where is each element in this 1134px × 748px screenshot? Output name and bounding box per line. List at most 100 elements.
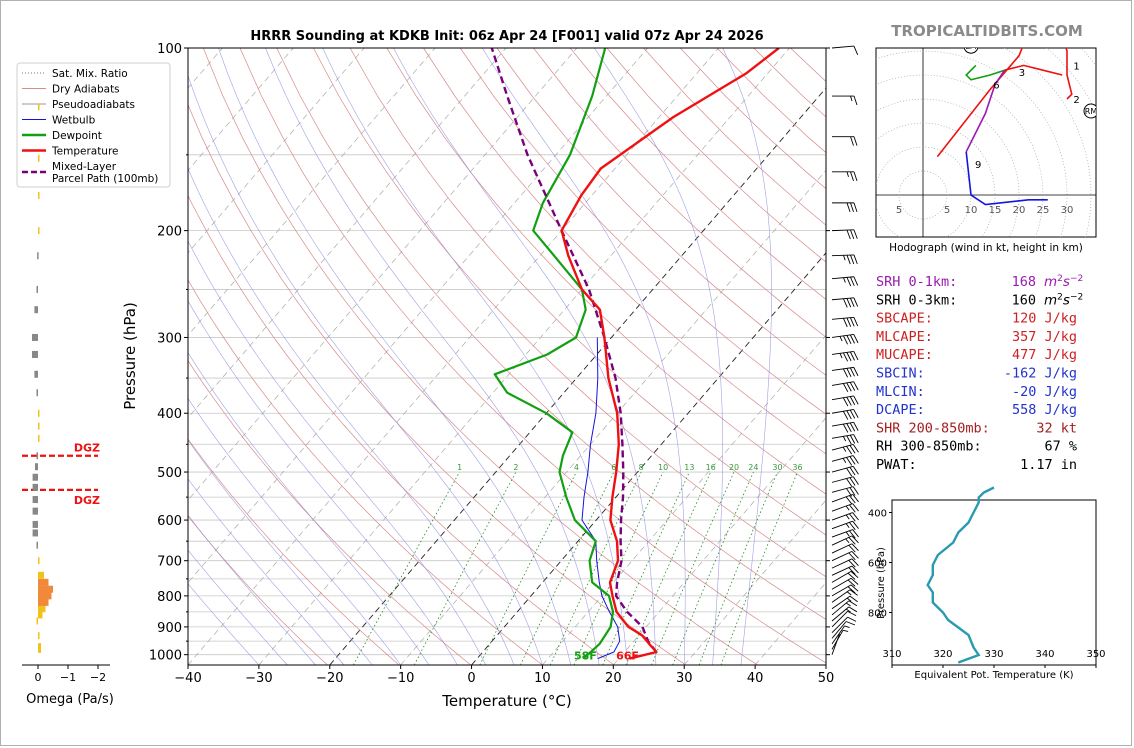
index-row: SBCIN: -162 J/kg — [876, 366, 1077, 382]
theta-e-panel: 310 320 330 340 350 400 600 800 Equivalent Pot. … — [868, 486, 1106, 681]
wind-barb — [832, 95, 858, 106]
mixing-ratio-line — [698, 471, 778, 665]
omega-bar — [38, 103, 40, 111]
omega-bar — [38, 434, 40, 442]
x-tick-label: 40 — [747, 671, 764, 686]
theta-e-x-tick-label: 310 — [882, 649, 901, 660]
omega-bar — [32, 529, 38, 537]
legend-label: Mixed-Layer — [52, 161, 117, 173]
pseudoadiabat — [722, 48, 772, 665]
hodograph-ring-label: 5 — [944, 205, 950, 216]
dry-adiabat — [188, 194, 615, 665]
hodograph-height-label: 3 — [1019, 68, 1025, 79]
wind-barb — [831, 621, 856, 639]
hodograph-segment — [965, 151, 1048, 206]
wind-barb — [831, 503, 859, 513]
dry-adiabat — [423, 48, 826, 455]
y-tick-label: 300 — [157, 331, 182, 346]
dry-adiabat — [188, 515, 328, 665]
index-row: MLCIN: -20 J/kg — [876, 384, 1077, 400]
wind-barb — [831, 610, 857, 628]
hodograph-ring — [1003, 48, 1092, 237]
omega-bar — [36, 541, 38, 549]
hodograph-height-label: 6 — [993, 81, 999, 92]
theta-e-x-tick-label: 320 — [933, 649, 952, 660]
wind-barb — [831, 229, 858, 240]
wind-barb — [831, 584, 859, 597]
hodograph-height-label: 1 — [1073, 61, 1079, 72]
isotherm — [329, 87, 826, 665]
pseudoadiabat — [188, 439, 373, 665]
wind-barb — [832, 136, 858, 146]
theta-e-y-label: Pressure (hPa) — [876, 547, 887, 619]
wind-barb — [831, 589, 858, 603]
mixing-ratio-label: 6 — [611, 463, 616, 472]
x-tick-label: 10 — [534, 671, 551, 686]
wind-barb — [831, 395, 859, 407]
wind-barb — [831, 577, 859, 590]
hodograph-segment — [936, 48, 1073, 158]
mixing-ratio-label: 10 — [658, 463, 668, 472]
mixing-ratio-label: 2 — [513, 463, 518, 472]
y-tick-label: 500 — [157, 466, 182, 481]
wind-barb — [831, 254, 858, 265]
omega-bar — [38, 598, 49, 606]
hodograph-segment — [965, 69, 1006, 153]
index-label: SRH 0-3km: — [876, 292, 957, 308]
pseudoadiabat — [265, 48, 600, 665]
wind-barb — [831, 606, 858, 622]
index-value: 67 % — [1044, 439, 1077, 455]
wind-barb — [831, 543, 859, 554]
y-tick-label: 800 — [157, 590, 182, 605]
x-tick-label: 50 — [818, 671, 835, 686]
dry-adiabat — [533, 48, 826, 338]
wind-barb — [831, 421, 859, 433]
omega-bar — [32, 473, 38, 481]
wind-barb — [831, 443, 859, 455]
mixing-ratio-label: 8 — [639, 463, 644, 472]
pseudoadiabat — [188, 397, 401, 665]
wind-barb — [831, 434, 859, 445]
index-value: -20 J/kg — [1012, 384, 1077, 400]
dry-adiabat — [188, 359, 472, 665]
omega-bar — [32, 333, 38, 341]
omega-bar — [37, 252, 39, 260]
mixing-ratio-label: 16 — [706, 463, 716, 472]
omega-tick-label: 0 — [35, 671, 42, 684]
skewt-ticks: −40 −30 −20 −10 0 10 20 30 40 50 100 200 300 400 500 60… — [149, 42, 834, 686]
x-tick-label: −20 — [316, 671, 343, 686]
pseudoadiabat — [188, 351, 430, 665]
hodograph-height-label: 9 — [975, 160, 981, 171]
mixing-ratio-label: 13 — [684, 463, 694, 472]
wind-barb — [831, 276, 859, 287]
x-tick-label: −10 — [387, 671, 414, 686]
omega-bar — [38, 571, 44, 579]
surface-temperature-label: 66F — [616, 650, 639, 663]
skewt-profiles: 58F 66F — [490, 48, 780, 663]
theta-e-y-tick-label: 400 — [868, 509, 887, 520]
hodograph-segment — [1004, 64, 1063, 76]
isotherm — [258, 48, 790, 665]
pseudoadiabat — [393, 48, 657, 665]
x-axis-label: Temperature (°C) — [441, 692, 571, 710]
pseudoadiabat — [322, 48, 628, 665]
legend-box — [16, 62, 171, 188]
omega-bar — [36, 389, 38, 397]
omega-bar — [32, 483, 38, 491]
index-value: 357 J/kg — [1012, 329, 1077, 345]
index-value: 32 kt — [1036, 420, 1077, 436]
omega-bar — [38, 605, 46, 613]
theta-e-x-tick-label: 350 — [1086, 649, 1105, 660]
omega-bar — [34, 370, 38, 378]
omega-bar — [38, 409, 40, 417]
legend-label: Pseudoadiabats — [52, 99, 135, 111]
x-tick-label: −40 — [174, 671, 201, 686]
index-value: -162 J/kg — [1004, 366, 1077, 382]
wind-barb — [832, 171, 858, 181]
pseudoadiabat — [188, 240, 486, 665]
theta-e-frame — [891, 499, 1097, 666]
hodograph-ring-label: 5 — [896, 205, 902, 216]
mixing-ratio-line — [413, 471, 517, 665]
index-label: PWAT: — [876, 457, 917, 473]
mixing-ratio-label: 4 — [574, 463, 579, 472]
